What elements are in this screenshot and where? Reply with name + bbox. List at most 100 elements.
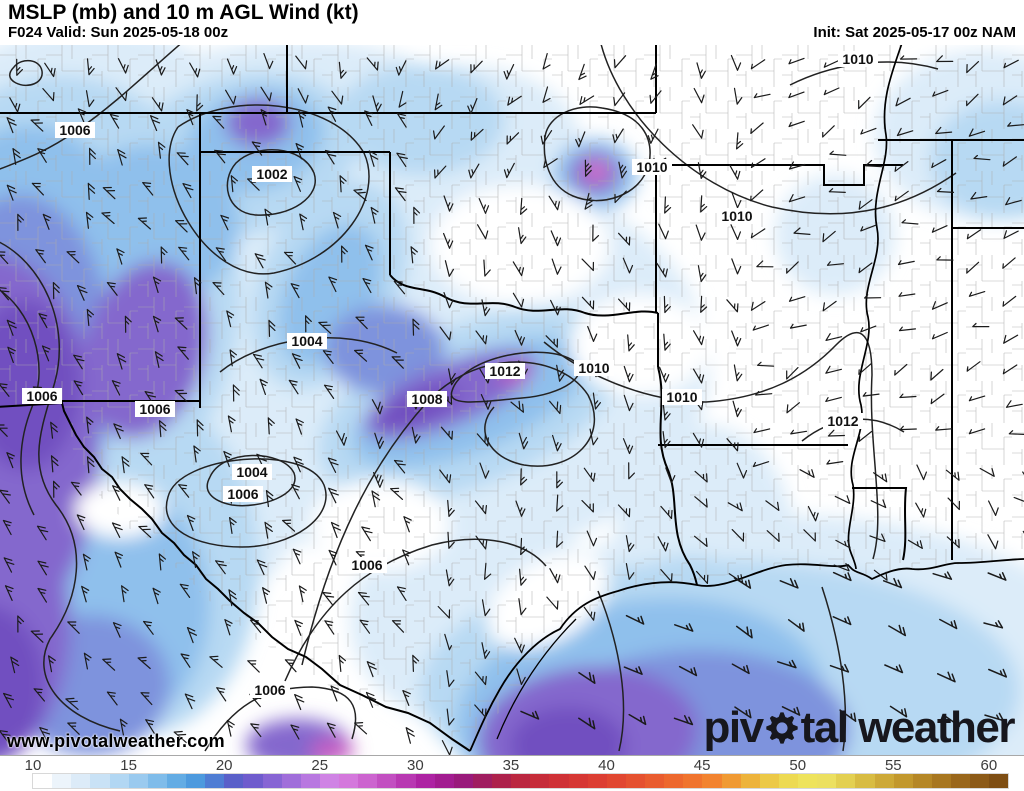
contour-label-box	[485, 363, 525, 379]
wind-barb	[225, 89, 237, 105]
wind-barb	[839, 709, 857, 722]
wind-barb	[753, 428, 771, 434]
wind-barb	[295, 55, 308, 70]
wind-barb	[900, 55, 918, 60]
wind-barb	[35, 249, 46, 264]
wind-barb	[143, 620, 154, 635]
logo-text-tal: tal	[800, 703, 849, 752]
wind-barb	[4, 585, 14, 601]
wind-barb	[335, 430, 347, 446]
wind-barb	[297, 88, 309, 104]
contour-label: 1010	[666, 389, 697, 405]
wind-barb	[556, 530, 564, 548]
wind-barb	[550, 299, 561, 316]
wind-barb	[403, 516, 412, 533]
colorbar-segment	[300, 774, 320, 788]
wind-barb	[259, 378, 268, 395]
wind-barb	[365, 691, 377, 708]
wind-barb	[943, 714, 961, 727]
wind-barb	[549, 400, 562, 415]
contour-label: 1004	[291, 333, 322, 349]
wind-barb	[627, 334, 635, 352]
colorbar-segment	[415, 774, 435, 788]
wind-barb	[788, 194, 806, 203]
wind-barb	[326, 722, 336, 738]
wind-barb	[664, 196, 672, 214]
wind-barb	[823, 87, 840, 96]
wind-barb	[895, 97, 911, 107]
wind-barb	[581, 500, 594, 513]
wind-barb	[618, 161, 628, 179]
wind-barb	[520, 197, 528, 215]
wind-barb	[832, 571, 852, 582]
wind-barb	[750, 158, 766, 169]
map-header: MSLP (mb) and 10 m AGL Wind (kt) F024 Va…	[0, 0, 1024, 45]
colorbar-footer: 10 15 20 25 30 35 40 45 50 55 60	[0, 755, 1024, 791]
wind-barb	[393, 280, 406, 295]
wind-barb	[265, 490, 274, 508]
wind-barb	[290, 724, 300, 740]
mississippi-river	[847, 45, 903, 570]
wind-barb	[700, 295, 708, 313]
wind-barb	[899, 425, 917, 431]
wind-barb	[196, 419, 204, 437]
wind-barb	[542, 53, 551, 70]
wind-barb	[250, 723, 262, 738]
wind-barb	[475, 330, 488, 345]
colorbar	[32, 773, 1009, 789]
wind-barb	[583, 467, 596, 482]
wind-barb	[825, 365, 842, 374]
wind-barb	[966, 61, 980, 74]
colorbar-tick-10: 10	[24, 757, 42, 774]
wind-barb	[86, 456, 95, 474]
wind-barb	[327, 457, 339, 473]
wind-barb	[83, 652, 92, 670]
wind-barb	[112, 622, 122, 638]
wind-barb	[37, 148, 47, 163]
colorbar-segment	[855, 774, 875, 788]
wind-barb	[216, 687, 227, 702]
contour-label: 1006	[139, 401, 170, 417]
wind-barb	[931, 225, 948, 233]
wind-barb	[252, 353, 265, 369]
wind-barb	[822, 125, 835, 138]
wind-barb	[214, 149, 226, 164]
wind-barb	[750, 59, 766, 70]
wind-barb	[284, 659, 297, 673]
contour-label-box	[223, 486, 263, 502]
logo-text-weather: weather	[858, 703, 1015, 752]
mslp-contour-line	[821, 586, 847, 752]
wind-barb	[662, 403, 671, 421]
wind-barb	[888, 624, 907, 637]
state-borders	[0, 45, 1024, 586]
wind-barb	[970, 191, 988, 200]
wind-barb	[373, 472, 384, 488]
wind-barb	[1002, 156, 1017, 167]
wind-barb	[481, 299, 491, 317]
wind-barb	[178, 246, 190, 261]
colorbar-tick-55: 55	[884, 757, 902, 774]
wind-barb	[448, 368, 457, 386]
mslp-contour-line	[870, 374, 879, 560]
wind-barb	[443, 195, 454, 212]
wind-barb	[907, 539, 923, 549]
contour-label: 1006	[254, 682, 285, 698]
wind-barb	[229, 349, 237, 367]
contour-label: 1012	[827, 413, 858, 429]
colorbar-segment	[434, 774, 454, 788]
colorbar-segment	[224, 774, 244, 788]
wind-barb	[293, 456, 304, 473]
wind-barb	[318, 321, 332, 334]
wind-barb	[834, 495, 851, 504]
wind-barb	[173, 730, 187, 744]
wind-barb	[862, 392, 880, 397]
wind-barb	[727, 502, 743, 512]
wind-barb	[584, 192, 594, 210]
wind-barb	[264, 281, 273, 299]
wind-barb	[158, 420, 167, 438]
wind-barb	[731, 192, 742, 209]
colorbar-segment	[147, 774, 167, 788]
wind-barb	[282, 519, 296, 532]
wind-barb	[226, 58, 238, 75]
wind-barb	[551, 258, 562, 275]
